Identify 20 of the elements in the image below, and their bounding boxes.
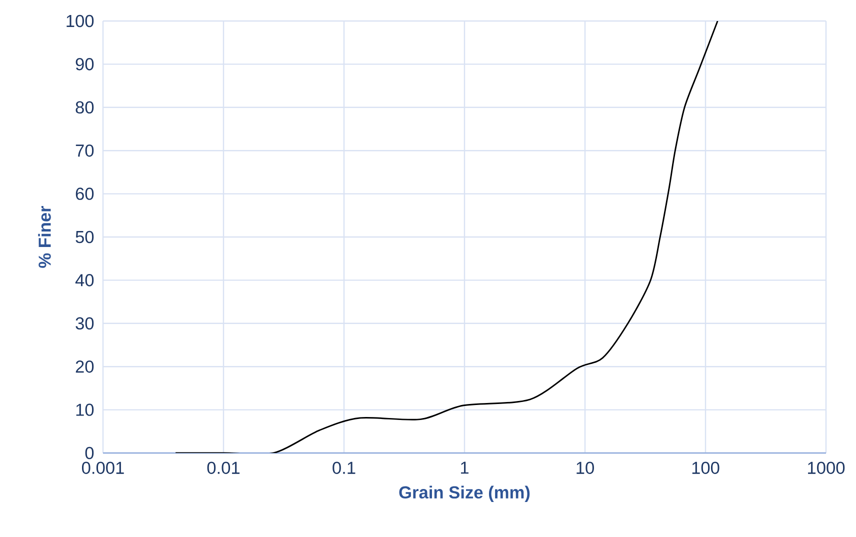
- y-tick-label: 0: [85, 446, 94, 460]
- x-tick-label: 1: [461, 462, 468, 474]
- y-tick-label: 30: [76, 317, 94, 330]
- y-tick-label: 80: [76, 101, 94, 114]
- x-tick-label: 0.001: [82, 462, 124, 474]
- y-tick-label: 100: [66, 14, 94, 28]
- y-tick-label: 20: [76, 360, 94, 373]
- y-tick-label: 60: [76, 188, 94, 200]
- y-tick-label: 50: [76, 230, 94, 244]
- x-tick-label: 100: [692, 462, 720, 474]
- x-tick-label: 0.1: [332, 462, 356, 474]
- y-tick-label: 10: [76, 404, 94, 416]
- x-axis-title: Grain Size (mm): [399, 486, 530, 502]
- x-tick-label: 1000: [808, 462, 845, 474]
- x-tick-label: 10: [576, 462, 594, 474]
- y-tick-label: 90: [76, 58, 94, 70]
- y-axis-title: % Finer: [38, 206, 51, 268]
- y-tick-label: 70: [76, 144, 94, 157]
- x-tick-label: 0.01: [207, 462, 240, 474]
- y-tick-label: 40: [75, 274, 94, 286]
